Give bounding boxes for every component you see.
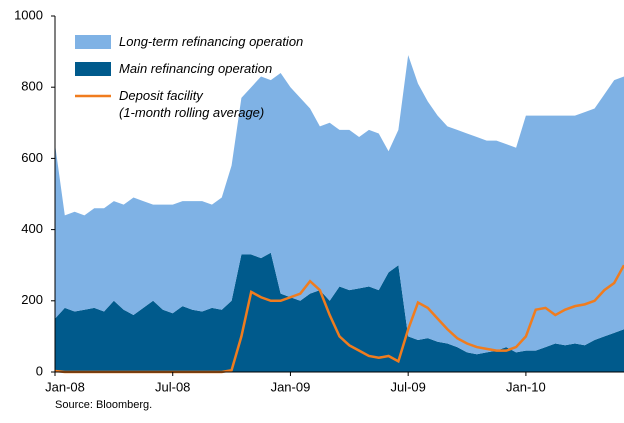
area <box>55 252 624 372</box>
legend-label: Long-term refinancing operation <box>119 34 304 49</box>
x-tick-label: Jul-09 <box>390 379 425 394</box>
source-note: Source: Bloomberg. <box>55 399 152 411</box>
legend-label: Main refinancing operation <box>119 61 273 76</box>
x-tick-label: Jul-08 <box>155 379 190 394</box>
legend-swatch <box>75 62 111 76</box>
legend-label: Deposit facility (1-month rolling averag… <box>119 88 265 120</box>
y-tick-label: 200 <box>21 292 43 307</box>
y-tick-label: 600 <box>21 150 43 165</box>
x-tick-label: Jan-08 <box>45 379 85 394</box>
area <box>55 55 624 355</box>
legend-swatch <box>75 35 111 49</box>
y-tick-label: 800 <box>21 79 43 94</box>
x-tick-label: Jan-10 <box>506 379 546 394</box>
y-tick-label: 0 <box>36 363 43 378</box>
y-tick-label: 400 <box>21 221 43 236</box>
x-tick-label: Jan-09 <box>271 379 311 394</box>
y-tick-label: 1000 <box>14 7 43 22</box>
